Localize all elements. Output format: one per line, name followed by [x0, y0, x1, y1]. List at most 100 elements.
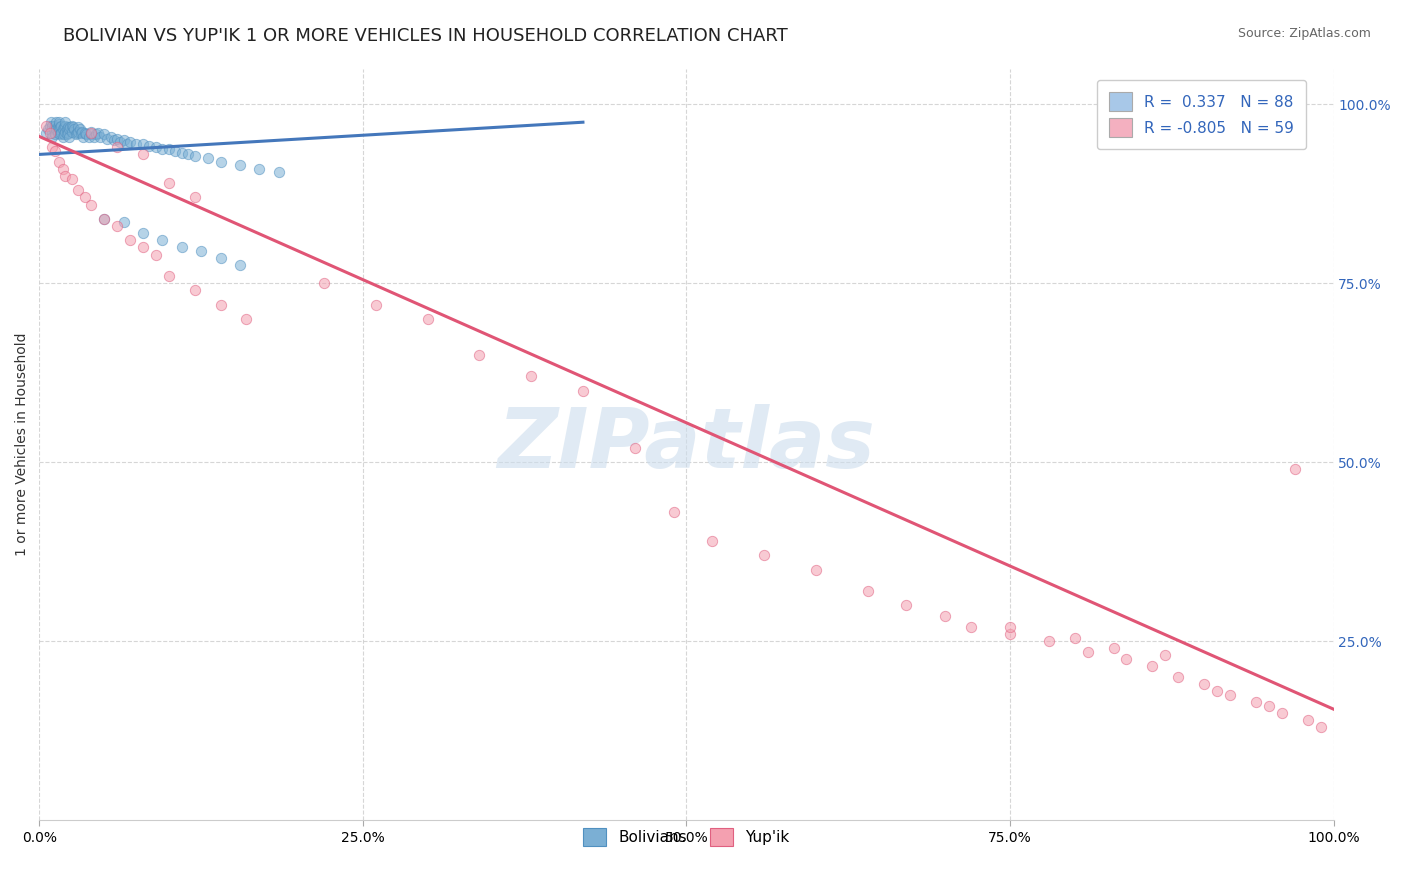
Point [1309, 720, 1331, 734]
Point [45, 122, 67, 136]
Point [58, 129, 80, 144]
Point [157, 176, 180, 190]
Text: ZIPatlas: ZIPatlas [498, 404, 876, 485]
Point [468, 348, 491, 362]
Point [67, 120, 90, 135]
Point [572, 384, 595, 398]
Point [51, 119, 73, 133]
Point [63, 122, 86, 136]
Point [56, 120, 79, 135]
Point [48, 154, 70, 169]
Point [170, 240, 193, 254]
Point [53, 119, 76, 133]
Point [960, 620, 983, 634]
Point [157, 142, 180, 156]
Point [60, 124, 83, 138]
Point [49, 128, 72, 142]
Point [138, 138, 160, 153]
Point [41, 126, 63, 140]
Point [48, 122, 70, 136]
Point [58, 122, 80, 136]
Point [856, 584, 879, 599]
Point [209, 251, 232, 265]
Point [108, 135, 131, 149]
Point [44, 144, 66, 158]
Point [55, 128, 77, 142]
Point [67, 124, 90, 138]
Point [1271, 706, 1294, 720]
Point [229, 158, 252, 172]
Point [96, 131, 118, 145]
Point [53, 120, 76, 135]
Point [934, 609, 956, 624]
Point [1115, 652, 1137, 666]
Point [183, 284, 205, 298]
Point [896, 599, 918, 613]
Point [132, 240, 155, 254]
Point [105, 131, 128, 145]
Point [1192, 677, 1215, 691]
Point [48, 117, 70, 131]
Point [1296, 713, 1319, 727]
Point [80, 197, 103, 211]
Point [197, 151, 219, 165]
Point [52, 122, 75, 136]
Point [53, 124, 76, 138]
Point [165, 144, 187, 158]
Point [100, 129, 122, 144]
Point [702, 533, 724, 548]
Point [118, 135, 141, 149]
Point [190, 244, 212, 258]
Point [93, 211, 115, 226]
Point [38, 126, 60, 140]
Point [662, 505, 685, 519]
Point [229, 258, 252, 272]
Point [73, 126, 96, 140]
Point [69, 126, 91, 140]
Point [520, 369, 543, 384]
Point [132, 136, 155, 151]
Point [1154, 648, 1177, 663]
Point [183, 190, 205, 204]
Point [55, 122, 77, 136]
Point [35, 126, 58, 140]
Point [1167, 670, 1189, 684]
Point [1063, 631, 1085, 645]
Point [112, 133, 135, 147]
Point [35, 119, 58, 133]
Point [86, 126, 108, 140]
Point [416, 312, 439, 326]
Point [145, 247, 167, 261]
Point [235, 312, 257, 326]
Point [1077, 645, 1099, 659]
Point [46, 120, 69, 135]
Point [105, 219, 128, 233]
Point [75, 128, 97, 142]
Point [60, 172, 83, 186]
Point [118, 233, 141, 247]
Text: BOLIVIAN VS YUP'IK 1 OR MORE VEHICLES IN HOUSEHOLD CORRELATION CHART: BOLIVIAN VS YUP'IK 1 OR MORE VEHICLES IN… [63, 27, 787, 45]
Point [364, 298, 387, 312]
Point [93, 211, 115, 226]
Point [77, 129, 100, 144]
Point [83, 129, 105, 144]
Point [93, 128, 115, 142]
Point [1257, 698, 1279, 713]
Point [67, 183, 90, 197]
Y-axis label: 1 or more Vehicles in Household: 1 or more Vehicles in Household [15, 333, 30, 556]
Point [150, 233, 173, 247]
Point [112, 215, 135, 229]
Point [38, 119, 60, 133]
Point [45, 115, 67, 129]
Point [998, 627, 1021, 641]
Point [52, 129, 75, 144]
Point [80, 126, 103, 140]
Point [132, 147, 155, 161]
Point [89, 129, 111, 144]
Point [86, 128, 108, 142]
Point [132, 226, 155, 240]
Point [53, 115, 76, 129]
Point [998, 620, 1021, 634]
Point [209, 298, 232, 312]
Point [1284, 462, 1306, 476]
